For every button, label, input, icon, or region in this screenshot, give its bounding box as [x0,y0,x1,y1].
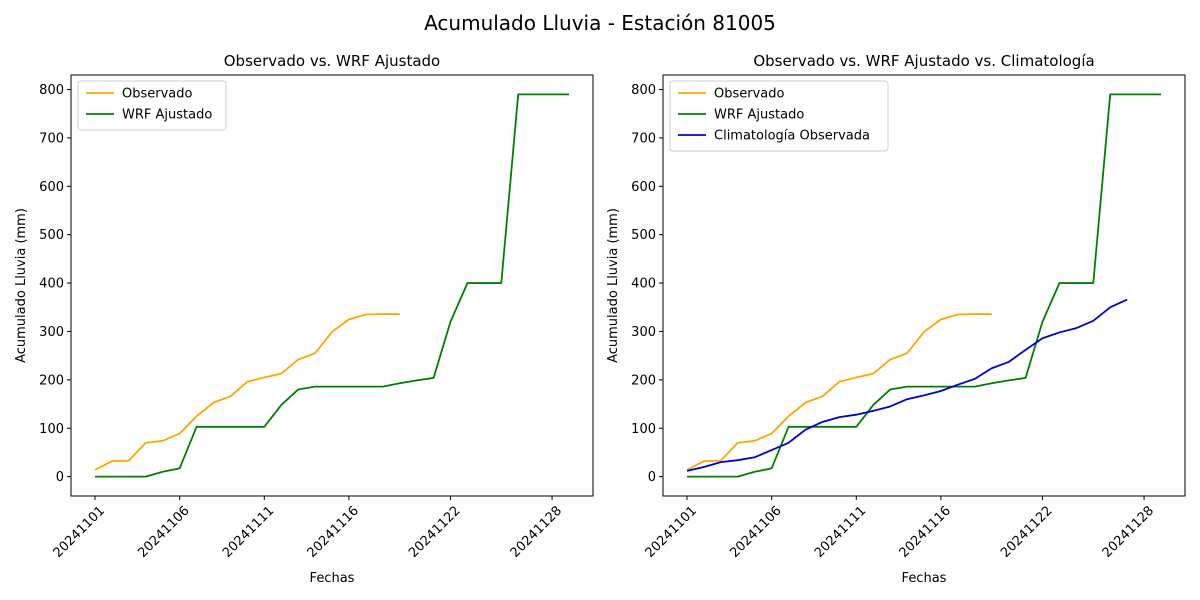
y-tick-label: 800 [39,83,64,98]
y-axis-label: Acumulado Lluvia (mm) [14,208,29,363]
y-tick-label: 0 [56,470,64,485]
x-tick-label: 20241122 [998,503,1055,560]
figure-title: Acumulado Lluvia - Estación 81005 [424,11,776,35]
x-tick-label: 20241128 [1100,503,1157,560]
y-axis-label: Acumulado Lluvia (mm) [606,208,621,363]
series-line-observado [686,313,992,471]
legend-label-observado: Observado [714,87,785,102]
chart-title: Observado vs. WRF Ajustado [224,52,440,70]
series-line-wrf [95,93,569,478]
plot-frame [662,74,1186,497]
y-tick-label: 400 [39,277,64,292]
y-tick-label: 500 [631,228,656,243]
x-tick-label: 20241111 [812,503,869,560]
y-tick-label: 100 [39,422,64,437]
x-tick-label: 20241101 [643,503,700,560]
x-tick-label: 20241111 [220,503,277,560]
chart-title: Observado vs. WRF Ajustado vs. Climatolo… [753,52,1094,70]
y-tick-label: 500 [39,228,64,243]
x-axis-label: Fechas [310,571,355,586]
y-tick-label: 200 [39,373,64,388]
series-line-observado [94,313,400,471]
x-tick-label: 20241101 [51,503,108,560]
y-tick-label: 200 [631,373,656,388]
y-tick-label: 600 [631,180,656,195]
x-tick-label: 20241122 [406,503,463,560]
x-tick-label: 20241116 [305,503,362,560]
chart-panel-right: Observado vs. WRF Ajustado vs. Climatolo… [606,52,1186,586]
series-line-climatologia [686,298,1128,472]
y-tick-label: 100 [631,422,656,437]
y-tick-label: 700 [631,131,656,146]
legend-label-observado: Observado [122,87,193,102]
y-tick-label: 300 [39,325,64,340]
legend-box [669,80,889,152]
plot-frame [70,74,594,497]
legend-label-wrf: WRF Ajustado [714,108,804,123]
y-tick-label: 300 [631,325,656,340]
series-line-wrf [687,93,1161,478]
chart-panel-left: Observado vs. WRF Ajustado 0 100 200 300 400 5… [14,52,594,586]
y-tick-label: 400 [631,277,656,292]
legend-label-wrf: WRF Ajustado [122,108,212,123]
x-axis-label: Fechas [902,571,947,586]
x-tick-label: 20241106 [727,503,784,560]
y-tick-label: 600 [39,180,64,195]
legend-label-climatologia: Climatología Observada [714,129,870,144]
legend-box [77,80,227,131]
x-tick-label: 20241106 [135,503,192,560]
x-tick-label: 20241116 [897,503,954,560]
y-tick-label: 700 [39,131,64,146]
y-tick-label: 0 [648,470,656,485]
x-tick-label: 20241128 [508,503,565,560]
y-tick-label: 800 [631,83,656,98]
